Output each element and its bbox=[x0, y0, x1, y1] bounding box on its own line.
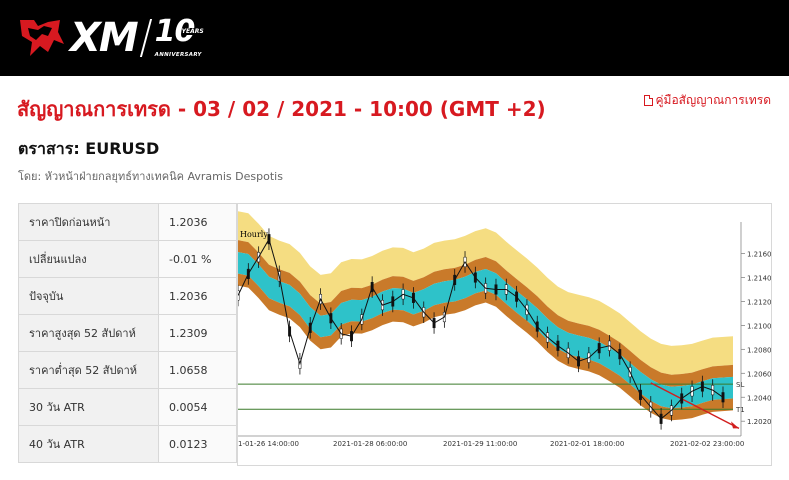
anniversary-label: ANNIVERSARY bbox=[154, 52, 202, 58]
upper-light-band bbox=[238, 211, 733, 375]
author-byline: โดย: หัวหน้าฝ่ายกลยุทธ์ทางเทคนิค Avramis… bbox=[18, 170, 283, 183]
stat-value: 1.2036 bbox=[158, 203, 237, 241]
instrument-heading: ตราสาร: EURUSD bbox=[18, 139, 160, 158]
x-tick-label: 2021-01-29 11:00:00 bbox=[443, 440, 517, 448]
stat-label: 40 วัน ATR bbox=[18, 425, 159, 463]
trend-arrow-head bbox=[731, 421, 739, 429]
indicator-bands bbox=[238, 211, 733, 421]
price-line bbox=[237, 237, 724, 420]
stat-label: 30 วัน ATR bbox=[18, 388, 159, 426]
table-row: ปัจจุบัน 1.2036 bbox=[18, 277, 237, 315]
brand-name: XM bbox=[70, 15, 139, 61]
table-row: เปลี่ยนแปลง -0.01 % bbox=[18, 240, 237, 278]
logo-divider bbox=[139, 19, 152, 57]
site-header: XM 10 YEARS ANNIVERSARY bbox=[0, 0, 789, 76]
x-tick-label: 1-01-26 14:00:00 bbox=[238, 440, 299, 448]
y-tick-label: 1.2020 bbox=[747, 418, 771, 426]
price-series bbox=[236, 228, 725, 430]
stat-label: ราคาปิดก่อนหน้า bbox=[18, 203, 159, 241]
timeframe-label: Hourly bbox=[240, 230, 268, 239]
stat-value: 0.0054 bbox=[158, 388, 237, 426]
y-tick-label: 1.2040 bbox=[747, 394, 771, 402]
page-title: สัญญาณการเทรด - 03 / 02 / 2021 - 10:00 (… bbox=[17, 97, 546, 121]
stat-value: 0.0123 bbox=[158, 425, 237, 463]
stats-table: ราคาปิดก่อนหน้า 1.2036 เปลี่ยนแปลง -0.01 %… bbox=[18, 203, 237, 463]
stat-value: -0.01 % bbox=[158, 240, 237, 278]
x-tick-label: 2021-02-01 18:00:00 bbox=[550, 440, 624, 448]
stat-label: เปลี่ยนแปลง bbox=[18, 240, 159, 278]
price-chart[interactable]: SL T1 1.2160 1.2140 1.2120 1.2100 1.2080 1.206… bbox=[236, 203, 772, 466]
stat-value: 1.0658 bbox=[158, 351, 237, 389]
anniversary-years: YEARS bbox=[181, 28, 204, 35]
stat-label: ราคาสูงสุด 52 สัปดาห์ bbox=[18, 314, 159, 352]
x-tick-label: 2021-01-28 06:00:00 bbox=[333, 440, 407, 448]
signal-guide-label: คู่มือสัญญาณการเทรด bbox=[655, 93, 772, 107]
stat-value: 1.2309 bbox=[158, 314, 237, 352]
chart-canvas: SL T1 1.2160 1.2140 1.2120 1.2100 1.2080 1.206… bbox=[236, 211, 772, 448]
x-tick-label: 2021-02-02 23:00:00 bbox=[670, 440, 744, 448]
table-row: ราคาต่ำสุด 52 สัปดาห์ 1.0658 bbox=[18, 351, 237, 389]
y-tick-label: 1.2160 bbox=[747, 251, 771, 259]
y-tick-label: 1.2100 bbox=[747, 322, 771, 330]
trend-arrow-line bbox=[650, 382, 740, 430]
stat-value: 1.2036 bbox=[158, 277, 237, 315]
y-tick-label: 1.2120 bbox=[747, 298, 771, 306]
table-row: ราคาสูงสุด 52 สัปดาห์ 1.2309 bbox=[18, 314, 237, 352]
xm-logo[interactable]: XM 10 YEARS ANNIVERSARY bbox=[18, 14, 213, 62]
stat-label: ปัจจุบัน bbox=[18, 277, 159, 315]
y-tick-label: 1.2060 bbox=[747, 370, 771, 378]
level-label: SL bbox=[736, 381, 744, 389]
chart-axes: 1.2160 1.2140 1.2120 1.2100 1.2080 1.2060 1.20… bbox=[238, 222, 772, 448]
y-tick-label: 1.2140 bbox=[747, 275, 771, 283]
y-tick-label: 1.2080 bbox=[747, 346, 771, 354]
bull-logo-icon bbox=[18, 16, 66, 60]
level-label: T1 bbox=[735, 406, 745, 414]
stat-label: ราคาต่ำสุด 52 สัปดาห์ bbox=[18, 351, 159, 389]
anniversary-badge: 10 YEARS ANNIVERSARY bbox=[154, 14, 213, 60]
pdf-icon bbox=[643, 95, 653, 106]
table-row: 40 วัน ATR 0.0123 bbox=[18, 425, 237, 463]
signal-guide-link[interactable]: คู่มือสัญญาณการเทรด bbox=[643, 91, 772, 110]
table-row: ราคาปิดก่อนหน้า 1.2036 bbox=[18, 203, 237, 241]
table-row: 30 วัน ATR 0.0054 bbox=[18, 388, 237, 426]
